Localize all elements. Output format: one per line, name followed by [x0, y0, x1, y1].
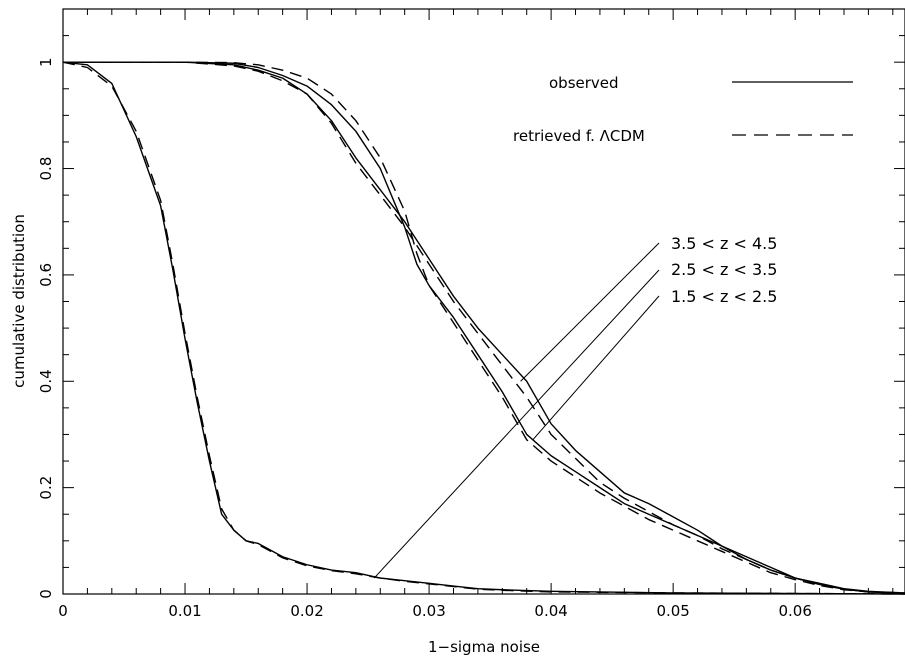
- plot-frame: [62, 8, 905, 595]
- series-line-4-solid: [63, 61, 905, 595]
- y-tick-label: 0.4: [37, 369, 55, 393]
- x-tick-label: 0.03: [412, 602, 445, 620]
- y-axis-label: cumulative distribution: [10, 214, 28, 388]
- x-tick-label: 0.01: [168, 602, 201, 620]
- x-axis-label: 1−sigma noise: [428, 638, 540, 656]
- annotation-label-z35-45: 3.5 < z < 4.5: [671, 234, 777, 253]
- x-tick-label: 0.05: [656, 602, 689, 620]
- legend-label-observed: observed: [549, 74, 619, 92]
- y-tick-label: 0.6: [37, 263, 55, 287]
- series-line-2-solid: [63, 61, 905, 594]
- series-line-0-solid: [62, 61, 905, 595]
- x-tick-label: 0.04: [534, 602, 567, 620]
- series-line-3-dashed: [63, 61, 905, 594]
- annotation-leader-line: [532, 295, 660, 441]
- annotation-label-z15-25: 1.5 < z < 2.5: [671, 287, 777, 306]
- x-tick-label: 0: [58, 602, 68, 620]
- y-tick-label: 0.2: [37, 476, 55, 500]
- y-tick-label: 1: [37, 57, 55, 67]
- annotation-leader-line: [373, 269, 660, 579]
- annotation-label-z25-35: 2.5 < z < 3.5: [671, 260, 777, 279]
- y-tick-label: 0: [37, 589, 55, 599]
- legend-label-retrieved: retrieved f. ΛCDM: [513, 127, 645, 145]
- legend: observed retrieved f. ΛCDM: [513, 74, 853, 145]
- series-line-5-dashed: [63, 61, 905, 595]
- annotation-layer: [373, 242, 660, 579]
- series-line-1-dashed: [62, 61, 905, 595]
- series-layer: [62, 61, 905, 595]
- x-tick-label: 0.06: [778, 602, 811, 620]
- axis-ticks: 0 0.01 0.02 0.03 0.04 0.05 0.06 0 0.2 0.4 0.6 0.8 1: [37, 8, 905, 620]
- x-tick-label: 0.02: [290, 602, 323, 620]
- y-tick-label: 0.8: [37, 157, 55, 181]
- annotation-leader-line: [520, 242, 660, 382]
